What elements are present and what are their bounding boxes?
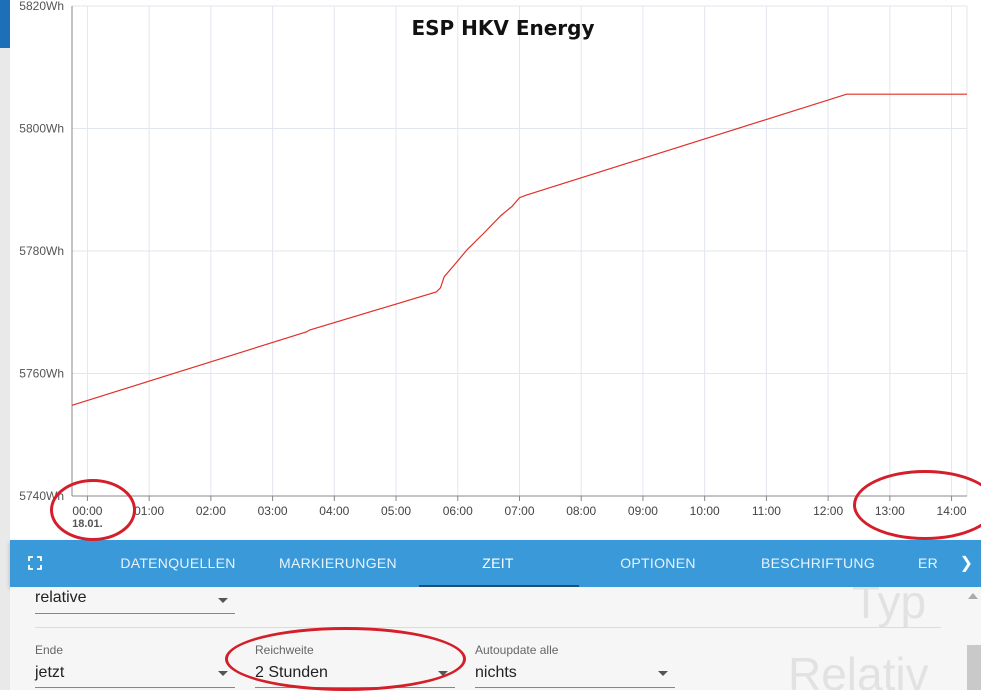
fullscreen-icon[interactable] xyxy=(28,556,42,570)
y-tick-label: 5760Wh xyxy=(19,367,64,381)
y-tick-label: 5820Wh xyxy=(19,0,64,13)
x-tick-label: 11:00 xyxy=(752,504,781,518)
zeit-settings-panel: Typ Relativ relative Ende jetzt Reichwei… xyxy=(10,587,981,690)
annotation-circle-start xyxy=(50,479,136,541)
tab-markierungen[interactable]: MARKIERUNGEN xyxy=(279,555,397,571)
x-tick-label: 03:00 xyxy=(258,504,288,518)
chevron-right-icon[interactable]: ❯ xyxy=(959,555,973,572)
autoupdate-label: Autoupdate alle xyxy=(475,643,559,657)
autoupdate-dropdown-arrow-icon[interactable] xyxy=(658,671,668,676)
x-tick-label: 09:00 xyxy=(628,504,658,518)
chart-area: 5740Wh 5760Wh 5780Wh 5800Wh 5820Wh 00:00 01:00… xyxy=(10,0,981,540)
x-tick-label: 07:00 xyxy=(504,504,534,518)
ghost-relativ-label: Relativ xyxy=(788,648,929,690)
x-tick-label: 12:00 xyxy=(813,504,843,518)
type-select-underline xyxy=(35,613,235,614)
tab-beschriftung[interactable]: BESCHRIFTUNG xyxy=(760,555,876,571)
ende-label: Ende xyxy=(35,643,64,657)
x-tick-label: 06:00 xyxy=(443,504,473,518)
annotation-circle-reichweite xyxy=(225,627,466,691)
x-tick-label: 02:00 xyxy=(196,504,226,518)
annotation-circle-end xyxy=(853,470,981,540)
active-tab-indicator xyxy=(419,585,579,587)
ende-select-value[interactable]: jetzt xyxy=(35,664,65,681)
x-tick-label: 10:00 xyxy=(690,504,720,518)
x-tick-label: 05:00 xyxy=(381,504,411,518)
x-tick-label: 04:00 xyxy=(319,504,349,518)
tab-zeit[interactable]: ZEIT xyxy=(482,555,514,571)
ghost-typ-label: Typ xyxy=(852,587,927,628)
chart-title: ESP HKV Energy xyxy=(411,16,594,40)
chart-grid xyxy=(72,5,968,496)
x-tick-label: 08:00 xyxy=(566,504,596,518)
tab-optionen[interactable]: OPTIONEN xyxy=(620,555,696,571)
ende-select-underline xyxy=(35,687,235,688)
editor-tab-bar: DATENQUELLEN MARKIERUNGEN ZEIT OPTIONEN … xyxy=(10,540,981,587)
energy-series-line xyxy=(71,93,967,406)
left-edge-strip xyxy=(0,0,10,690)
chart-series xyxy=(71,93,967,406)
tab-more[interactable]: ER xyxy=(918,555,939,571)
type-select-value[interactable]: relative xyxy=(35,589,87,606)
section-divider xyxy=(35,627,941,628)
tab-datenquellen[interactable]: DATENQUELLEN xyxy=(120,555,236,571)
y-tick-label: 5780Wh xyxy=(19,244,64,258)
x-tick-label: 01:00 xyxy=(134,504,164,518)
scroll-up-arrow-icon[interactable] xyxy=(968,593,978,599)
autoupdate-select-value[interactable]: nichts xyxy=(475,664,517,681)
y-tick-label: 5800Wh xyxy=(19,122,64,136)
left-edge-accent xyxy=(0,0,10,48)
autoupdate-select-underline xyxy=(475,687,675,688)
panel-scrollbar-thumb[interactable] xyxy=(967,645,981,690)
ende-dropdown-arrow-icon[interactable] xyxy=(218,671,228,676)
type-dropdown-arrow-icon[interactable] xyxy=(218,598,228,603)
